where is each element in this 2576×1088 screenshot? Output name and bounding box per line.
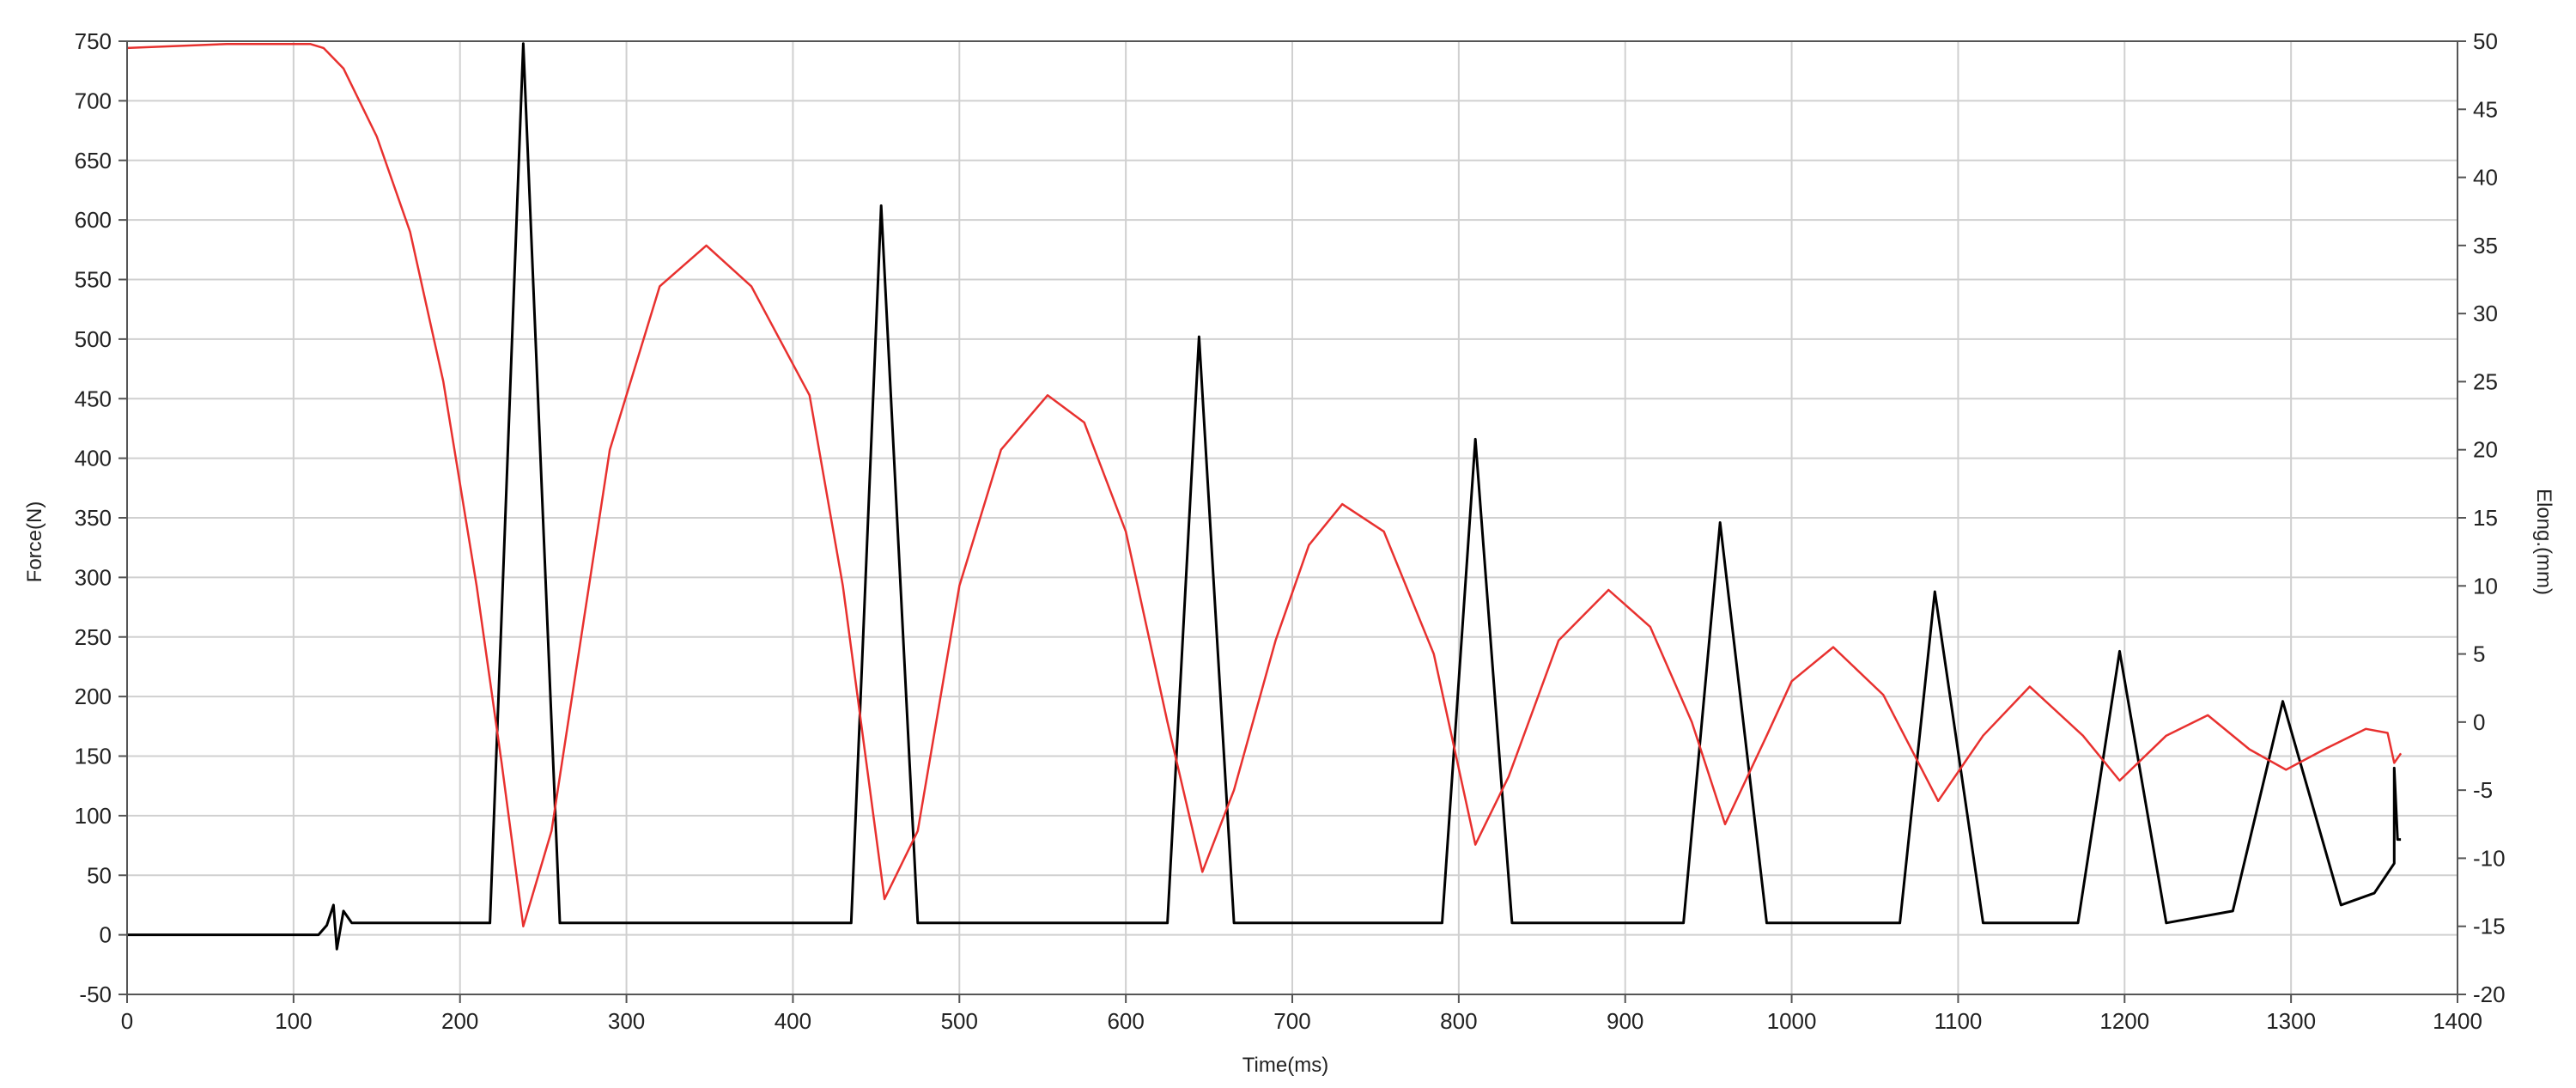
y-left-tick-label: 150 (75, 744, 112, 769)
y-right-tick-label: 10 (2473, 573, 2498, 599)
y-right-tick-label: 20 (2473, 437, 2498, 463)
y-right-tick-label: 15 (2473, 505, 2498, 531)
y-left-tick-label: 200 (75, 684, 112, 709)
x-tick-label: 700 (1273, 1008, 1310, 1034)
y-left-tick-label: 350 (75, 505, 112, 531)
axes: 0 100 200 300 400 500 600 700 800 900 1000 1100 1200… (75, 28, 2506, 1034)
x-tick-label: 500 (941, 1008, 978, 1034)
x-tick-label: 1400 (2433, 1008, 2482, 1034)
y-right-tick-label: 0 (2473, 709, 2485, 735)
y-right-tick-label: -20 (2473, 982, 2506, 1007)
series-layer (126, 42, 2403, 951)
y-right-tick-label: -15 (2473, 914, 2506, 939)
y-right-tick-label: 30 (2473, 301, 2498, 326)
x-tick-label: 400 (775, 1008, 811, 1034)
x-tick-label: 600 (1107, 1008, 1144, 1034)
elongation-series-line (126, 42, 2403, 927)
y-axis-left-title: Force(N) (23, 501, 46, 583)
x-tick-label: 0 (121, 1008, 133, 1034)
x-tick-label: 100 (275, 1008, 312, 1034)
y-left-tick-label: 450 (75, 386, 112, 411)
y-right-tick-label: -10 (2473, 845, 2506, 871)
y-axis-right-title: Elong.(mm) (2532, 489, 2555, 595)
x-tick-label: 300 (608, 1008, 645, 1034)
y-left-tick-label: 250 (75, 624, 112, 650)
y-right-tick-label: 35 (2473, 233, 2498, 258)
y-left-tick-label: -50 (79, 982, 112, 1007)
y-left-tick-label: 750 (75, 28, 112, 54)
y-right-tick-label: 50 (2473, 28, 2498, 54)
y-left-tick-label: 0 (100, 922, 112, 948)
x-tick-label: 200 (441, 1008, 478, 1034)
y-left-tick-label: 100 (75, 803, 112, 829)
y-right-tick-label: 45 (2473, 96, 2498, 122)
x-tick-label: 800 (1440, 1008, 1477, 1034)
y-left-tick-label: 700 (75, 88, 112, 113)
y-left-tick-label: 50 (87, 862, 112, 888)
y-left-tick-label: 300 (75, 564, 112, 590)
y-right-tick-label: 5 (2473, 641, 2485, 667)
y-left-tick-label: 650 (75, 148, 112, 173)
x-tick-label: 1200 (2099, 1008, 2149, 1034)
x-tick-label: 900 (1607, 1008, 1643, 1034)
y-left-tick-label: 550 (75, 267, 112, 293)
force-series-line (127, 42, 2402, 951)
plot-frame (126, 40, 2458, 995)
y-left-tick-label: 600 (75, 207, 112, 233)
y-right-tick-label: -5 (2473, 777, 2493, 803)
x-tick-label: 1300 (2266, 1008, 2316, 1034)
x-axis-title: Time(ms) (1242, 1054, 1328, 1077)
grid (126, 40, 2458, 995)
y-left-tick-label: 400 (75, 446, 112, 471)
y-left-tick-label: 500 (75, 326, 112, 352)
y-right-tick-label: 40 (2473, 165, 2498, 191)
y-right-tick-label: 25 (2473, 368, 2498, 394)
x-tick-label: 1000 (1767, 1008, 1817, 1034)
x-tick-label: 1100 (1934, 1008, 1982, 1034)
